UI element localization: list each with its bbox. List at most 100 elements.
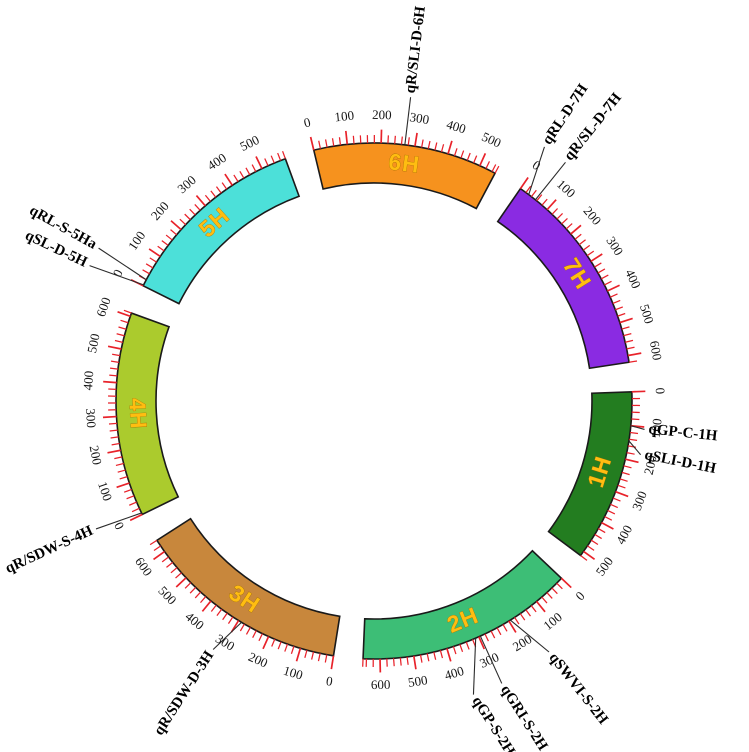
minor-tick-3H-160 xyxy=(277,641,282,650)
minor-tick-6H-40 xyxy=(324,139,328,148)
minor-tick-3H-380 xyxy=(210,604,217,612)
qtl-label-qR-SDW-S-4H: qR/SDW-S-4H xyxy=(3,523,96,577)
minor-tick-2H-240 xyxy=(496,627,502,636)
minor-tick-1H-360 xyxy=(607,509,616,515)
tick-label-4H-400: 400 xyxy=(80,370,96,391)
minor-tick-1H-260 xyxy=(619,478,628,482)
major-tick-2H-200 xyxy=(508,620,517,633)
minor-tick-6H-280 xyxy=(407,137,410,146)
major-tick-5H-300 xyxy=(195,195,206,207)
minor-tick-3H-60 xyxy=(311,651,315,660)
minor-tick-4H-40 xyxy=(129,501,137,506)
minor-tick-4H-80 xyxy=(123,488,132,493)
minor-tick-2H-440 xyxy=(433,651,437,660)
minor-tick-2H-380 xyxy=(452,646,457,655)
minor-tick-6H-120 xyxy=(352,135,355,144)
major-tick-2H-100 xyxy=(535,600,546,613)
minor-tick-3H-640 xyxy=(149,539,158,546)
minor-tick-2H-540 xyxy=(399,657,402,666)
qtl-leader-line xyxy=(212,621,242,650)
minor-tick-5H-80 xyxy=(149,257,157,263)
minor-tick-5H-240 xyxy=(184,213,191,221)
minor-tick-7H-220 xyxy=(574,233,582,240)
minor-tick-6H-260 xyxy=(400,136,403,145)
minor-tick-2H-560 xyxy=(392,658,395,667)
qtl-label-qGP-C-1H: qGP-C-1H xyxy=(648,421,719,444)
tick-label-6H-100: 100 xyxy=(334,108,355,125)
minor-tick-6H-20 xyxy=(318,140,322,149)
major-tick-2H-300 xyxy=(478,636,486,650)
minor-tick-5H-160 xyxy=(165,234,173,241)
chromosome-label-4H: 4H xyxy=(124,397,152,430)
major-tick-2H-400 xyxy=(446,648,452,662)
minor-tick-5H-560 xyxy=(277,152,282,161)
major-tick-6H-500 xyxy=(479,153,487,167)
minor-tick-7H-40 xyxy=(530,189,537,197)
major-tick-4H-300 xyxy=(102,415,117,419)
minor-tick-7H-240 xyxy=(578,239,586,246)
tick-label-5H-400: 400 xyxy=(204,150,229,173)
tick-label-7H-300: 300 xyxy=(603,234,626,259)
minor-tick-4H-120 xyxy=(119,475,128,480)
tick-label-4H-300: 300 xyxy=(83,408,99,428)
minor-tick-7H-420 xyxy=(609,293,618,298)
chromosome-label-6H: 6H xyxy=(387,148,421,178)
minor-tick-6H-550 xyxy=(494,165,500,174)
qtl-leader-line xyxy=(404,97,412,145)
minor-tick-1H-280 xyxy=(617,484,626,489)
minor-tick-7H-320 xyxy=(594,262,602,268)
minor-tick-5H-360 xyxy=(215,186,222,194)
minor-tick-6H-420 xyxy=(453,148,458,157)
tick-label-2H-600: 600 xyxy=(371,677,391,692)
minor-tick-4H-160 xyxy=(115,462,124,467)
minor-tick-2H-120 xyxy=(530,605,537,613)
major-tick-3H-600 xyxy=(153,550,165,561)
minor-tick-4H-610 xyxy=(123,309,132,314)
minor-tick-5H-120 xyxy=(157,245,165,252)
minor-tick-3H-240 xyxy=(252,630,257,638)
tick-label-7H-400: 400 xyxy=(622,267,644,291)
tick-label-7H-600: 600 xyxy=(647,340,665,362)
qtl-leader-line xyxy=(528,146,545,195)
minor-tick-6H-240 xyxy=(394,135,396,144)
minor-tick-7H-80 xyxy=(541,198,548,206)
major-tick-3H-100 xyxy=(295,648,302,662)
minor-tick-3H-180 xyxy=(271,638,276,647)
minor-tick-4H-440 xyxy=(109,367,119,370)
minor-tick-1H-420 xyxy=(597,528,606,534)
major-tick-4H-100 xyxy=(116,482,130,489)
chromosome-arc-5H xyxy=(142,157,301,305)
tick-label-3H-300: 300 xyxy=(213,631,237,654)
minor-tick-6H-460 xyxy=(466,152,471,161)
minor-tick-6H-340 xyxy=(427,140,431,149)
minor-tick-2H-480 xyxy=(419,654,423,663)
minor-tick-2H-460 xyxy=(426,653,430,662)
minor-tick-1H-380 xyxy=(604,516,613,521)
major-tick-4H-200 xyxy=(107,449,121,454)
major-tick-7H-600 xyxy=(627,352,642,357)
minor-tick-7H-480 xyxy=(617,312,626,317)
tick-label-1H-0: 0 xyxy=(653,387,668,394)
minor-tick-6H-80 xyxy=(338,137,342,146)
major-tick-5H-500 xyxy=(255,156,263,169)
minor-tick-2H-80 xyxy=(541,596,548,604)
tick-label-5H-500: 500 xyxy=(237,132,261,154)
minor-tick-3H-460 xyxy=(189,586,197,594)
minor-tick-7H-540 xyxy=(623,332,632,337)
minor-tick-2H-420 xyxy=(439,650,444,659)
minor-tick-7H-160 xyxy=(561,217,568,225)
qtl-leader-line xyxy=(630,425,645,430)
minor-tick-1H-140 xyxy=(629,438,638,442)
tick-label-1H-300: 300 xyxy=(629,489,650,513)
minor-tick-7H-280 xyxy=(586,250,595,257)
minor-tick-7H-340 xyxy=(597,268,606,274)
minor-tick-5H-180 xyxy=(170,229,178,236)
tick-label-4H-500: 500 xyxy=(84,332,103,354)
minor-tick-1H-460 xyxy=(590,539,599,546)
minor-tick-4H-20 xyxy=(131,507,140,513)
tick-label-7H-500: 500 xyxy=(637,302,657,325)
minor-tick-6H-440 xyxy=(460,150,465,159)
minor-tick-1H-180 xyxy=(626,451,635,455)
major-tick-7H-500 xyxy=(619,317,633,324)
